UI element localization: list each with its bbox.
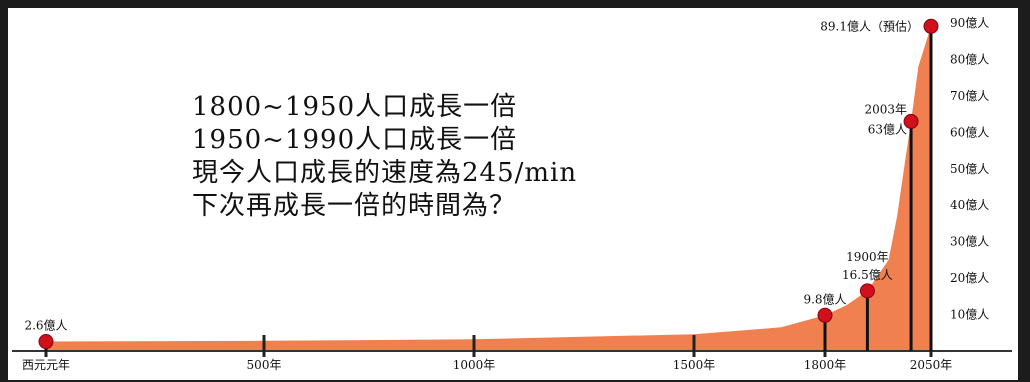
y-tick-label: 50億人	[950, 162, 989, 176]
x-tick-label: 1500年	[673, 358, 716, 372]
x-tick-label: 2050年	[910, 358, 953, 372]
marker-point	[817, 307, 833, 323]
marker-label: 2.6億人	[24, 319, 67, 333]
y-tick-label: 40億人	[950, 198, 989, 212]
y-tick-label: 30億人	[950, 235, 989, 249]
x-tick-label: 500年	[247, 358, 282, 372]
marker-label: 1900年	[846, 250, 889, 264]
marker-point	[859, 283, 875, 299]
marker-point	[38, 334, 54, 350]
note-line-3: 現今人口成長的速度為245/min	[192, 158, 578, 188]
population-area	[46, 26, 931, 352]
note-line-1: 1800~1950人口成長一倍	[192, 92, 518, 122]
y-tick-label: 80億人	[950, 52, 989, 66]
marker-point	[903, 113, 919, 129]
note-line-2: 1950~1990人口成長一倍	[192, 125, 518, 155]
marker-label: 9.8億人	[803, 292, 846, 306]
marker-label: 89.1億人（預估）	[820, 19, 919, 33]
marker-label: 16.5億人	[842, 268, 893, 282]
marker-label: 2003年	[865, 102, 908, 116]
marker-label: 63億人	[868, 122, 907, 136]
y-tick-label: 20億人	[950, 271, 989, 285]
x-tick-label: 1000年	[453, 358, 496, 372]
y-tick-label: 70億人	[950, 89, 989, 103]
note-line-4: 下次再成長一倍的時間為？	[192, 191, 517, 221]
y-tick-label: 60億人	[950, 125, 989, 139]
x-tick-label: 1800年	[804, 358, 847, 372]
x-tick-label: 西元元年	[22, 358, 70, 372]
y-tick-label: 90億人	[950, 16, 989, 30]
marker-point	[923, 18, 939, 34]
y-tick-label: 10億人	[950, 308, 989, 322]
